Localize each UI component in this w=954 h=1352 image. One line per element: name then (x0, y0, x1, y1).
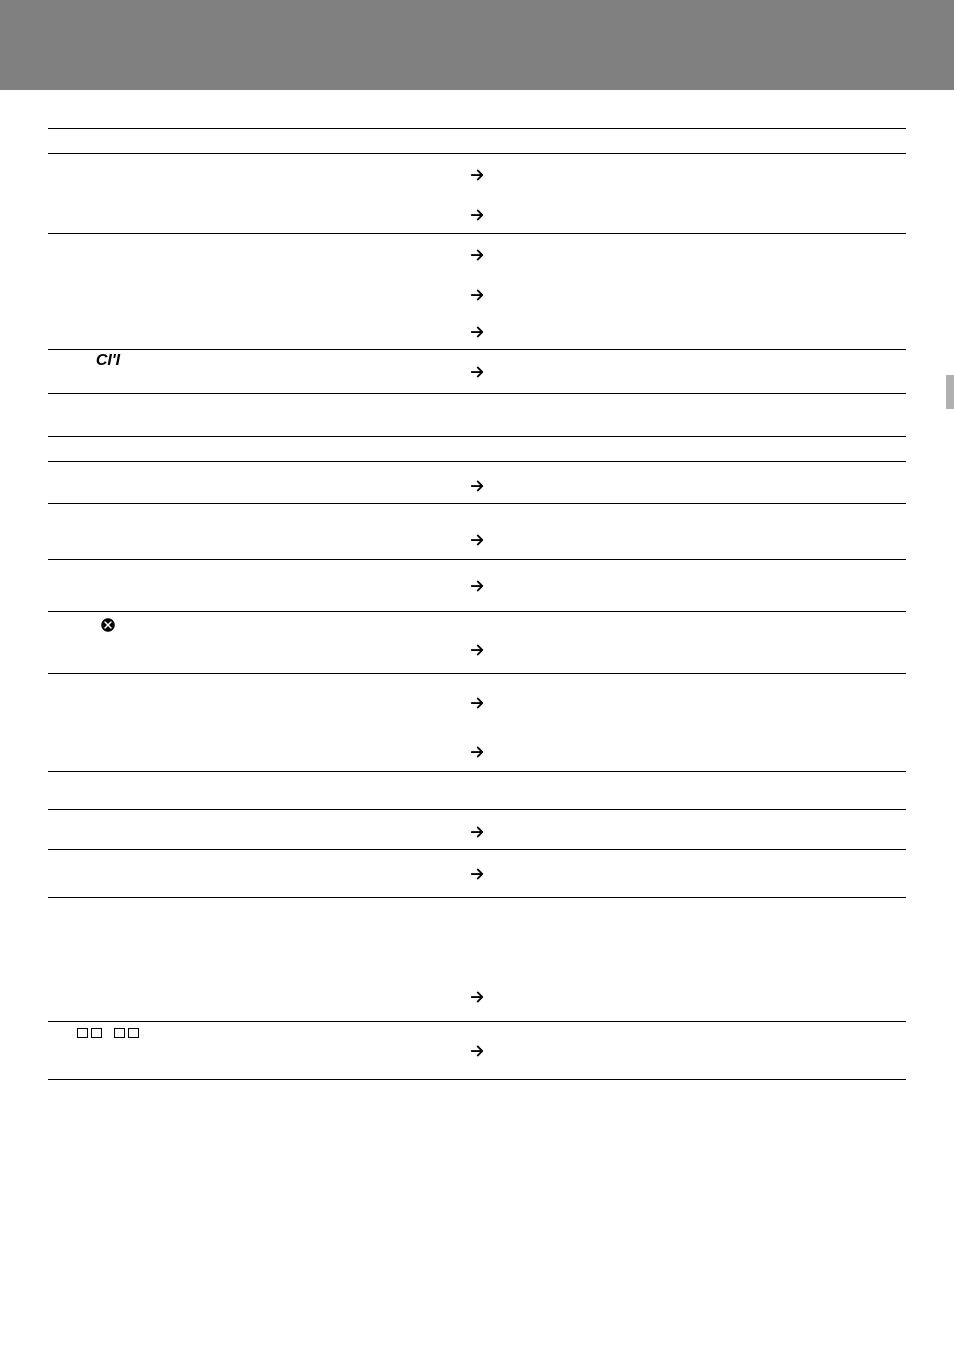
list-row[interactable] (48, 234, 906, 276)
four-squares-icon (48, 1028, 168, 1038)
header-bar (0, 0, 954, 90)
list-row[interactable] (48, 154, 906, 196)
arrow-right-icon (468, 865, 486, 883)
list-row-cii[interactable]: CI'I (48, 350, 906, 394)
content-area: CI'I (0, 128, 954, 1080)
divider-3 (48, 436, 906, 437)
list-row[interactable] (48, 504, 906, 560)
arrow-right-icon (468, 531, 486, 549)
cii-icon-text: CI'I (96, 352, 120, 370)
close-circle-icon (48, 616, 168, 634)
list-row[interactable] (48, 972, 906, 1022)
arrow-right-icon (468, 477, 486, 495)
arrow-right-icon (468, 743, 486, 761)
cii-icon: CI'I (48, 352, 168, 370)
list-row[interactable] (48, 196, 906, 234)
list-row[interactable] (48, 810, 906, 850)
list-row[interactable] (48, 674, 906, 732)
list-row[interactable] (48, 560, 906, 612)
side-tab[interactable] (946, 375, 954, 409)
arrow-right-icon (468, 323, 486, 341)
arrow-right-icon (468, 641, 486, 659)
divider-1 (48, 128, 906, 129)
arrow-right-icon (468, 577, 486, 595)
list-row-squares[interactable] (48, 1022, 906, 1080)
arrow-right-icon (468, 1042, 486, 1060)
list-row[interactable] (48, 850, 906, 898)
arrow-right-icon (468, 166, 486, 184)
arrow-right-icon (468, 246, 486, 264)
arrow-right-icon (468, 988, 486, 1006)
list-row-close[interactable] (48, 612, 906, 674)
arrow-right-icon (468, 694, 486, 712)
list-row[interactable] (48, 314, 906, 350)
list-row-blank[interactable] (48, 772, 906, 810)
list-row[interactable] (48, 732, 906, 772)
spacer (48, 898, 906, 972)
list-row[interactable] (48, 276, 906, 314)
list-row[interactable] (48, 462, 906, 504)
arrow-right-icon (468, 823, 486, 841)
arrow-right-icon (468, 286, 486, 304)
arrow-right-icon (468, 206, 486, 224)
arrow-right-icon (468, 363, 486, 381)
spacer (48, 394, 906, 436)
